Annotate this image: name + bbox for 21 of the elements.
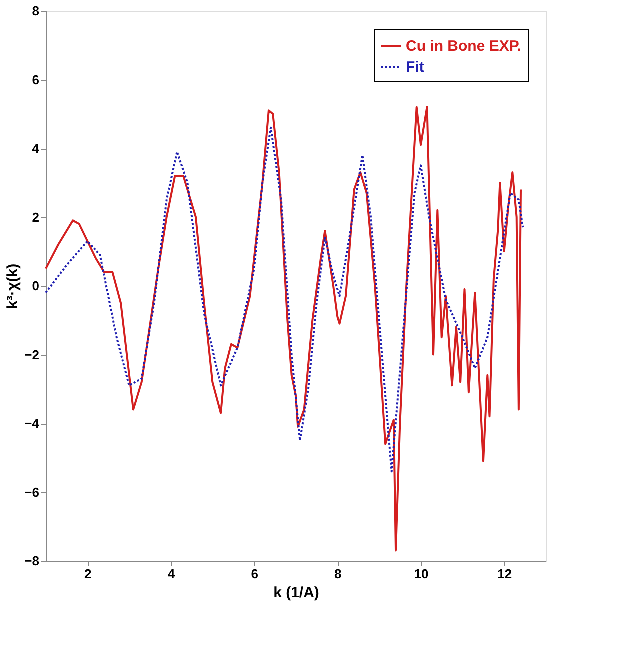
x-tick-label: 10 [414,566,429,582]
y-axis-title: k³·χ(k) [4,264,22,310]
legend-label: Cu in Bone EXP. [406,38,522,55]
y-tick-label: 6 [32,72,40,88]
line-series [45,126,524,473]
y-tick-label: −8 [24,554,40,568]
y-tick-label: 4 [32,141,40,156]
x-tick-label: 4 [168,566,176,582]
x-tick-label: 6 [251,566,258,582]
x-tick-label: 2 [84,566,92,582]
y-tick-label: −4 [24,416,40,431]
x-tick-label: 12 [498,566,512,582]
y-tick-label: 0 [32,278,40,294]
y-tick-label: 8 [32,4,40,18]
y-tick-label: 2 [32,210,40,225]
legend-label: Fit [406,59,424,76]
y-tick-label: −2 [24,347,40,362]
y-tick-label: −6 [24,484,40,500]
line-series [45,106,522,552]
x-axis-title: k (1/A) [274,584,320,602]
x-tick-label: 8 [334,566,342,582]
